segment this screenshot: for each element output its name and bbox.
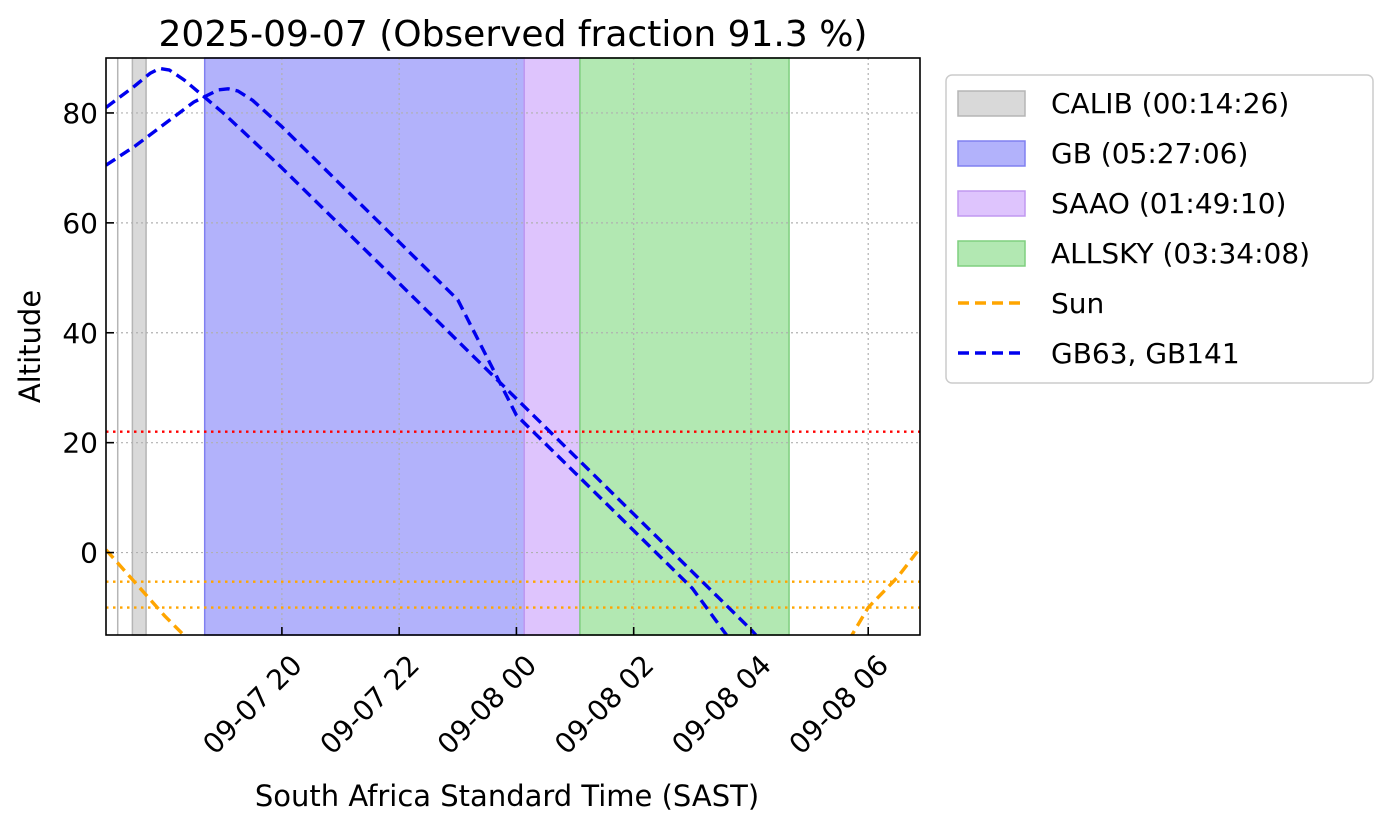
y-tick-label: 40 — [62, 317, 98, 350]
y-tick-label: 0 — [80, 537, 98, 570]
target-curve-2 — [106, 87, 728, 635]
plot-area: 09-07 20 09-07 22 09-08 00 09-08 02 09-08 04… — [62, 57, 921, 761]
legend-swatch-3 — [957, 190, 1026, 217]
legend-label-3: SAAO (01:49:10) — [1051, 187, 1286, 220]
band-3 — [523, 57, 581, 636]
x-tick-label: 09-08 00 — [431, 648, 543, 760]
x-tick-label: 09-08 02 — [548, 648, 660, 760]
x-tick-label: 09-07 22 — [314, 648, 426, 760]
legend: CALIB (00:14:26) GB (05:27:06) SAAO (01:49… — [945, 74, 1374, 384]
y-tick-label: 60 — [62, 207, 98, 240]
x-tick-label: 09-08 06 — [783, 648, 895, 760]
threshold-lines — [106, 430, 920, 609]
y-tick-label: 20 — [62, 427, 98, 460]
legend-label-4: ALLSKY (03:34:08) — [1051, 237, 1310, 270]
observation-bands — [116, 57, 790, 636]
band-4 — [579, 57, 790, 636]
x-tick-label: 09-07 20 — [196, 648, 308, 760]
legend-label-5: Sun — [1051, 287, 1104, 320]
legend-label-2: GB (05:27:06) — [1051, 137, 1248, 170]
sun-curve-evening — [106, 548, 187, 635]
altitude-curves — [106, 66, 920, 635]
chart-title: 2025-09-07 (Observed fraction 91.3 %) — [159, 14, 868, 55]
plot-frame — [105, 57, 921, 636]
y-axis-label: Altitude — [13, 290, 47, 403]
band-2 — [203, 57, 525, 636]
y-tick-label: 80 — [62, 97, 98, 130]
legend-label-6: GB63, GB141 — [1051, 337, 1240, 370]
x-tick-label: 09-08 04 — [665, 648, 777, 760]
x-axis-label: South Africa Standard Time (SAST) — [255, 779, 759, 813]
legend-swatch-4 — [957, 240, 1026, 267]
legend-swatch-1 — [957, 90, 1026, 117]
legend-label-1: CALIB (00:14:26) — [1051, 87, 1289, 120]
grid-lines — [106, 58, 920, 635]
legend-swatch-2 — [957, 140, 1026, 167]
legend-box — [945, 74, 1374, 384]
target-curve-1 — [106, 66, 758, 635]
sun-curve-morning — [849, 547, 920, 635]
